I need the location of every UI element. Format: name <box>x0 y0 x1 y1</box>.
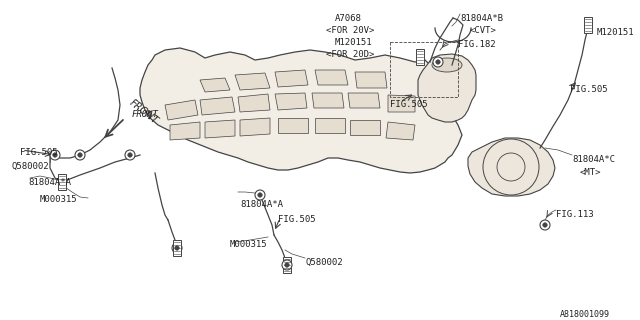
Text: Q580002: Q580002 <box>12 162 50 171</box>
Bar <box>390 42 458 97</box>
Polygon shape <box>275 93 307 110</box>
Polygon shape <box>275 70 308 87</box>
Circle shape <box>433 57 443 67</box>
Text: FRONT: FRONT <box>132 110 159 119</box>
Circle shape <box>172 243 182 253</box>
Text: FIG.113: FIG.113 <box>556 210 594 219</box>
Polygon shape <box>240 118 270 136</box>
Polygon shape <box>315 118 345 133</box>
Circle shape <box>128 153 132 157</box>
Text: <MT>: <MT> <box>580 168 602 177</box>
Polygon shape <box>140 48 462 173</box>
Text: FIG.505: FIG.505 <box>278 215 316 224</box>
Text: M120151: M120151 <box>597 28 635 37</box>
Circle shape <box>282 260 292 270</box>
Polygon shape <box>278 118 308 133</box>
Text: <CVT>: <CVT> <box>470 26 497 35</box>
Polygon shape <box>165 100 198 120</box>
Polygon shape <box>348 93 380 108</box>
Text: 81804A*C: 81804A*C <box>572 155 615 164</box>
Text: Q580002: Q580002 <box>305 258 342 267</box>
Ellipse shape <box>432 58 462 72</box>
Text: FRONT: FRONT <box>128 98 161 126</box>
Text: M000315: M000315 <box>230 240 268 249</box>
Text: A7068: A7068 <box>335 14 362 23</box>
Bar <box>283 257 291 273</box>
Bar <box>416 49 424 65</box>
Circle shape <box>125 150 135 160</box>
Circle shape <box>50 150 60 160</box>
Polygon shape <box>468 138 555 196</box>
Text: A818001099: A818001099 <box>560 310 610 319</box>
Polygon shape <box>200 78 230 92</box>
Text: <FOR 20V>: <FOR 20V> <box>326 26 374 35</box>
Polygon shape <box>388 95 415 112</box>
Circle shape <box>540 220 550 230</box>
Polygon shape <box>200 97 235 115</box>
Circle shape <box>52 153 57 157</box>
Text: FIG.505: FIG.505 <box>570 85 607 94</box>
Text: 81804A*A: 81804A*A <box>240 200 283 209</box>
Circle shape <box>255 190 265 200</box>
Circle shape <box>436 60 440 64</box>
Polygon shape <box>355 72 387 88</box>
Polygon shape <box>312 93 344 108</box>
Text: FIG.505: FIG.505 <box>390 100 428 109</box>
Polygon shape <box>386 122 415 140</box>
Polygon shape <box>350 120 380 135</box>
Polygon shape <box>315 70 348 85</box>
Polygon shape <box>205 120 235 138</box>
Bar <box>173 240 181 256</box>
Circle shape <box>285 263 289 267</box>
Text: M000315: M000315 <box>40 195 77 204</box>
Bar <box>584 17 592 33</box>
Bar <box>58 174 66 190</box>
Polygon shape <box>238 94 270 112</box>
Circle shape <box>75 150 85 160</box>
Circle shape <box>543 223 547 227</box>
Text: M120151: M120151 <box>335 38 372 47</box>
Polygon shape <box>418 54 476 122</box>
Circle shape <box>77 153 83 157</box>
Text: 81804A*B: 81804A*B <box>460 14 503 23</box>
Text: FIG.182: FIG.182 <box>458 40 495 49</box>
Text: 81804A*A: 81804A*A <box>28 178 71 187</box>
Circle shape <box>258 193 262 197</box>
Polygon shape <box>170 122 200 140</box>
Text: <FOR 20D>: <FOR 20D> <box>326 50 374 59</box>
Text: FIG.505: FIG.505 <box>20 148 58 157</box>
Polygon shape <box>235 73 270 90</box>
Circle shape <box>175 246 179 250</box>
